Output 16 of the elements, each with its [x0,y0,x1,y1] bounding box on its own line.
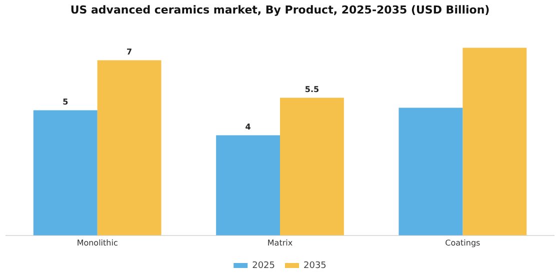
bar [280,98,344,236]
x-tick-label: Matrix [267,238,293,248]
data-label: 7 [126,47,132,56]
x-tick-label: Monolithic [76,238,118,248]
data-label: 5 [62,97,69,106]
bar [216,135,280,236]
chart-title: US advanced ceramics market, By Product, 2025-2035 (USD Billion) [70,3,490,16]
data-label: 5.5 [304,84,320,94]
bar [398,108,463,236]
bar [97,60,162,236]
legend-label: 2035 [304,260,326,271]
legend-label: 2025 [252,260,275,271]
data-label: 4 [245,122,252,132]
x-tick-label: Coatings [445,238,480,248]
bar [33,110,98,236]
bar [462,48,527,236]
